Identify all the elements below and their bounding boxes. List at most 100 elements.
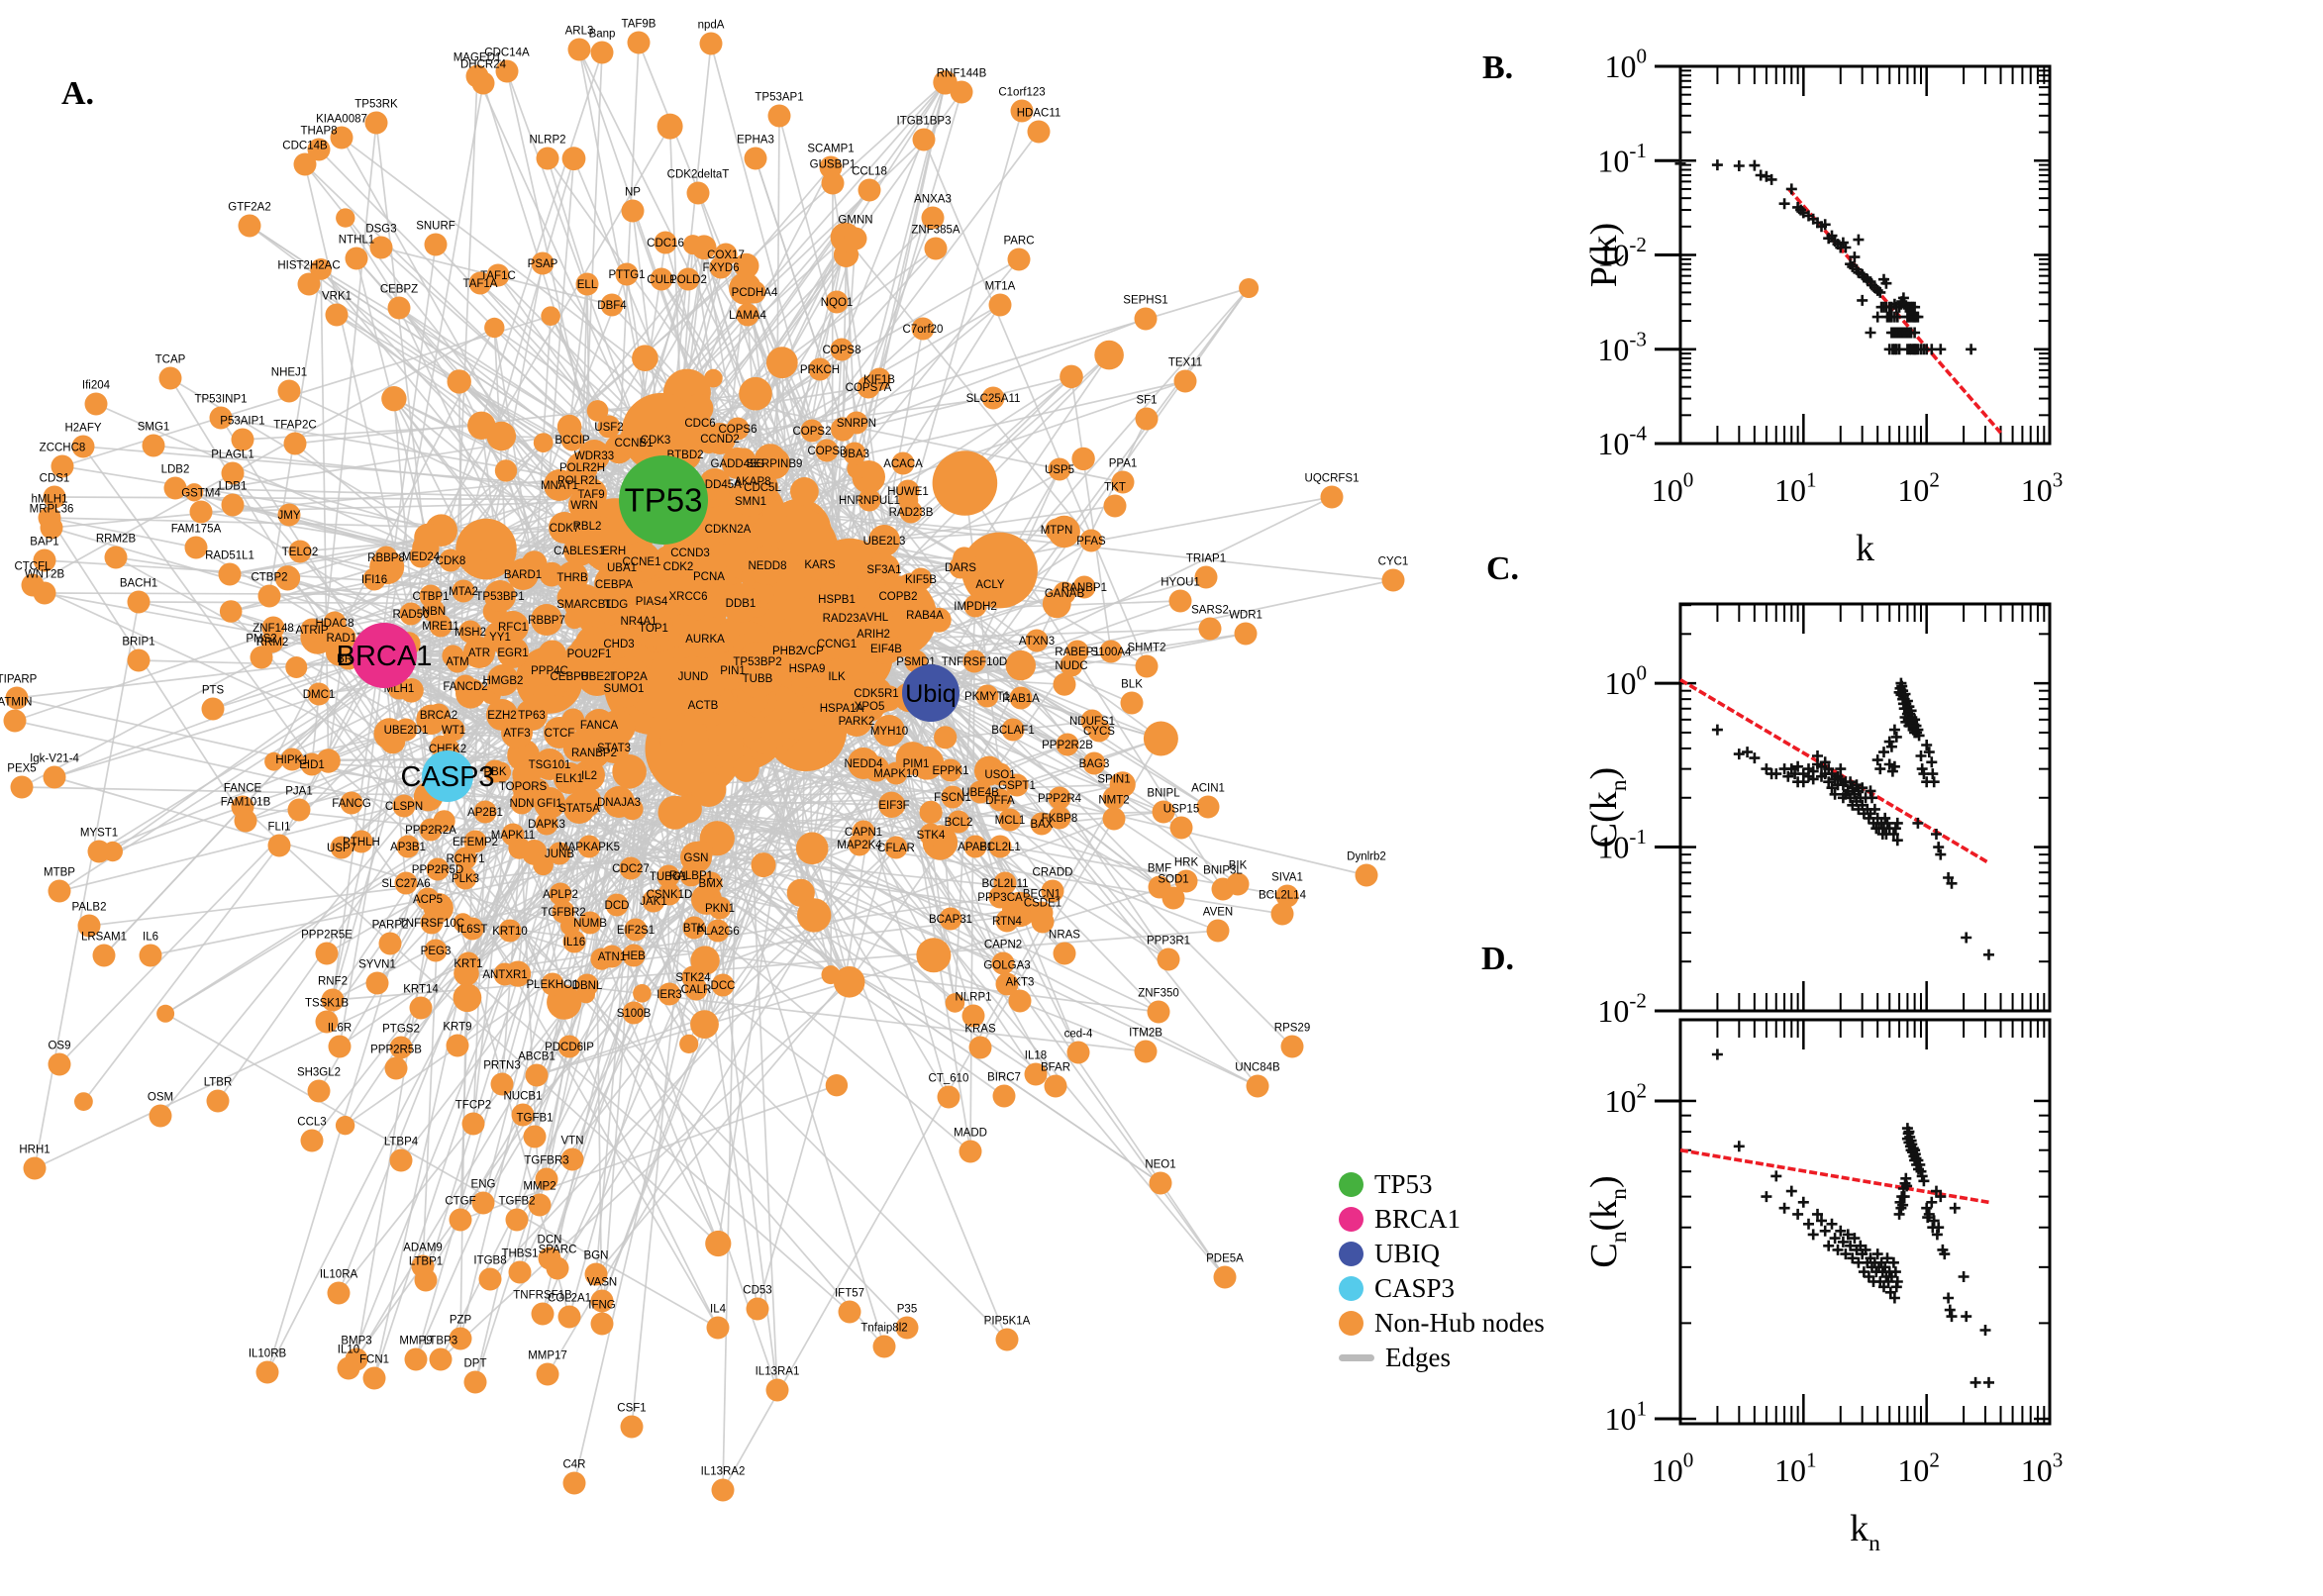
network-node — [267, 834, 291, 857]
network-node — [748, 546, 787, 585]
network-node — [139, 944, 162, 967]
network-node-label: DCN — [538, 1235, 562, 1247]
network-node-label: ATR — [468, 648, 490, 659]
network-node-label: OSM — [148, 1092, 173, 1104]
network-node-label: KRT10 — [492, 926, 528, 938]
network-node — [600, 945, 624, 968]
network-node — [1048, 457, 1071, 481]
network-node-label: TP53AP1 — [755, 92, 803, 104]
data-point — [1913, 730, 1925, 742]
data-point — [1888, 1292, 1900, 1304]
data-point — [1807, 773, 1819, 785]
network-node — [461, 1112, 485, 1136]
network-node-label: IL10RA — [320, 1269, 358, 1281]
network-node-label: PPP4C — [531, 665, 568, 677]
network-node-label: DNAJA3 — [597, 797, 641, 809]
network-node-label: PRKCH — [800, 364, 840, 376]
network-node — [362, 567, 386, 591]
network-node — [384, 1056, 408, 1080]
network-node-label: hMLH1 — [31, 494, 67, 506]
network-node-label: PCNA — [693, 571, 725, 583]
network-node-label: MAPKAPK5 — [558, 842, 620, 853]
network-node-label: BCL2L11 — [981, 878, 1028, 890]
network-node — [449, 1208, 472, 1232]
network-node-label: PLA2G6 — [696, 926, 739, 938]
network-node — [746, 1297, 769, 1321]
network-node — [257, 584, 281, 608]
data-point — [1847, 1252, 1859, 1264]
network-node — [280, 748, 304, 771]
network-node-label: RAD17 — [326, 633, 362, 645]
network-node-label: ATMIN — [0, 697, 32, 709]
network-node-label: ITM2B — [1129, 1028, 1162, 1040]
network-node-label: RBBP8 — [367, 552, 405, 564]
network-node — [531, 604, 562, 636]
network-edge — [1070, 376, 1112, 652]
network-node — [277, 503, 301, 527]
network-node-label: MRPL36 — [30, 504, 74, 516]
network-node-label: TSSK1B — [305, 998, 349, 1010]
network-node — [392, 794, 416, 818]
legend-item-label: CASP3 — [1374, 1272, 1456, 1303]
network-node — [381, 386, 407, 412]
network-node-label: CEBPB — [551, 671, 589, 683]
tick-label: 102 — [1897, 468, 1940, 508]
network-node-label: UBA1 — [607, 562, 637, 574]
network-node-label: JMY — [278, 510, 301, 522]
network-node-label: GSPT1 — [998, 780, 1036, 792]
network-node — [362, 1366, 386, 1390]
network-node — [848, 833, 871, 856]
network-node-label: BACH1 — [120, 578, 157, 590]
network-node — [1162, 886, 1185, 910]
network-node — [541, 306, 560, 327]
network-node — [1041, 879, 1064, 903]
network-node-label: CCND2 — [700, 434, 740, 446]
network-node-label: LTBP3 — [424, 1336, 457, 1347]
network-node — [1056, 733, 1079, 756]
network-node — [454, 866, 477, 890]
network-node-label: COPB2 — [879, 591, 918, 603]
network-node-label: LAMA4 — [729, 310, 766, 322]
data-point — [1797, 1196, 1809, 1208]
network-node — [1045, 518, 1068, 542]
network-node-label: MED24 — [402, 551, 441, 563]
network-node — [815, 439, 839, 462]
network-node — [419, 818, 443, 842]
network-node — [1009, 686, 1033, 710]
network-node-label: MADD — [954, 1128, 987, 1140]
network-node-label: PMS2 — [246, 634, 276, 646]
network-node — [501, 717, 533, 748]
network-edge — [923, 139, 1148, 667]
network-node-label: STK4 — [917, 830, 946, 842]
network-edge — [332, 157, 575, 1001]
network-node-label: HSPA9 — [789, 663, 826, 675]
data-point — [1782, 770, 1794, 782]
data-point — [1742, 747, 1754, 758]
data-point — [1797, 776, 1809, 788]
network-node-label: VRK1 — [322, 291, 352, 303]
hub-node-label: BRCA1 — [337, 641, 433, 672]
network-node-label: CDK8 — [436, 555, 466, 567]
network-node-label: RNF144B — [937, 68, 987, 80]
data-point — [1933, 1222, 1945, 1234]
network-node-label: IER3 — [656, 989, 682, 1001]
network-node — [84, 392, 108, 416]
data-point — [1853, 234, 1865, 246]
data-point — [1845, 776, 1857, 788]
network-node-label: COPS7A — [846, 382, 892, 394]
network-node-label: PPP2R4 — [1038, 793, 1082, 805]
tick-label: 10-3 — [1597, 327, 1647, 366]
network-node — [600, 293, 624, 317]
network-node-label: PEG3 — [421, 946, 452, 957]
network-node-label: PARC — [1003, 236, 1034, 248]
network-node-label: ACLY — [975, 579, 1005, 591]
network-node — [330, 126, 354, 150]
network-node — [1005, 649, 1036, 681]
network-node-label: IL18 — [1025, 1050, 1047, 1062]
network-node-label: HSPA1A — [820, 703, 864, 715]
network-node-label: PLK3 — [452, 873, 479, 885]
network-node-label: SMARCB1 — [556, 599, 612, 611]
network-node — [307, 1079, 331, 1103]
network-node-label: NEO1 — [1145, 1159, 1175, 1171]
data-point — [1857, 294, 1868, 306]
